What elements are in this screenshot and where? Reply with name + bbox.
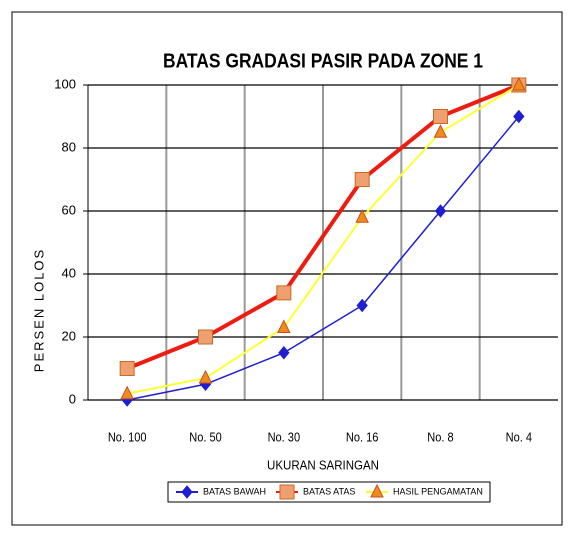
x-tick-label: No. 8	[427, 430, 454, 445]
x-tick-label: No. 4	[506, 430, 533, 445]
data-point	[276, 285, 292, 301]
data-point	[433, 109, 448, 124]
legend-label: BATAS BAWAH	[203, 486, 266, 496]
legend-marker	[181, 485, 193, 499]
data-point	[198, 329, 213, 345]
data-point	[356, 298, 368, 313]
x-axis-label: UKURAN SARINGAN	[267, 457, 379, 472]
legend-marker	[279, 484, 295, 500]
legend-marker	[370, 483, 384, 498]
x-tick-label: No. 100	[108, 430, 147, 445]
data-point	[120, 385, 134, 400]
y-tick-label: 60	[62, 202, 76, 217]
legend-label: BATAS ATAS	[303, 486, 355, 496]
y-tick-label: 0	[69, 391, 76, 406]
data-point	[512, 76, 526, 91]
data-point	[198, 369, 213, 384]
data-point	[434, 204, 447, 218]
series-line	[127, 116, 520, 401]
data-point	[355, 209, 369, 223]
y-tick-label: 20	[62, 328, 76, 343]
x-tick-label: No. 50	[189, 430, 222, 445]
data-point	[277, 319, 291, 334]
chart-title: BATAS GRADASI PASIR PADA ZONE 1	[163, 50, 483, 72]
series-line	[126, 84, 520, 395]
y-tick-label: 40	[62, 265, 76, 280]
y-axis-label: PERSEN LOLOS	[31, 248, 46, 372]
data-point	[119, 361, 135, 376]
y-tick-label: 80	[62, 139, 76, 154]
legend-label: HASIL PENGAMATAN	[393, 486, 483, 496]
x-tick-label: No. 30	[268, 430, 301, 445]
legend-box	[167, 481, 491, 503]
series-line	[126, 83, 520, 371]
data-point	[278, 345, 290, 360]
x-tick-label: No. 16	[346, 430, 379, 445]
data-point	[513, 109, 525, 124]
y-tick-label: 100	[54, 76, 76, 91]
chart-border	[11, 11, 563, 526]
data-point	[354, 172, 370, 187]
data-point	[433, 124, 448, 138]
